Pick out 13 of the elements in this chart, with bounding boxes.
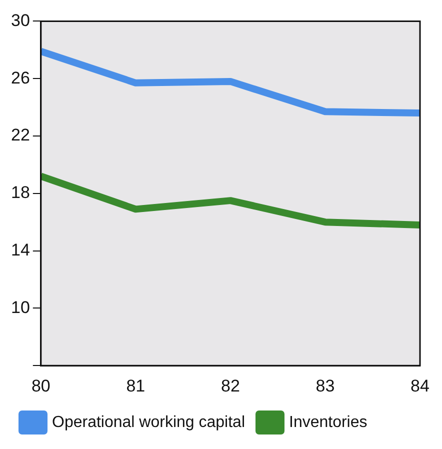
x-tick-label: 82: [220, 376, 240, 396]
x-tick-label: 81: [126, 376, 146, 396]
x-tick-label: 80: [31, 376, 50, 396]
legend-label: Operational working capital: [52, 414, 245, 431]
y-tick-label: 14: [10, 240, 30, 260]
y-tick-label: 26: [10, 68, 30, 88]
legend-label: Inventories: [288, 414, 368, 431]
x-tick-label: 83: [316, 376, 335, 396]
y-tick-label: 10: [10, 298, 30, 317]
y-tick-label: 22: [10, 126, 30, 145]
x-tick-label: 84: [410, 376, 430, 396]
y-tick-label: 30: [10, 10, 30, 30]
y-tick-label: 18: [10, 183, 30, 202]
